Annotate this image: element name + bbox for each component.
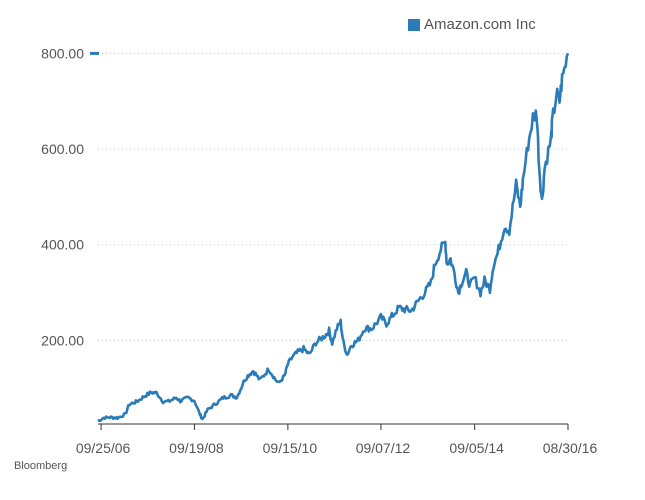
legend-label: Amazon.com Inc [424, 16, 536, 33]
x-axis-ticks: 09/25/06 09/19/08 09/15/10 09/07/12 09/05/14… [76, 424, 598, 456]
x-tick-label: 09/25/06 [76, 440, 131, 456]
x-tick-label: 09/07/12 [356, 440, 411, 456]
legend: Amazon.com Inc [408, 16, 536, 33]
series-line [97, 52, 570, 423]
y-tick-label: 200.00 [41, 332, 84, 348]
legend-swatch [408, 18, 420, 31]
source-label: Bloomberg [14, 460, 68, 472]
y-tick-label: 400.00 [41, 237, 84, 253]
y-axis-ticks: 200.00 400.00 600.00 800.00 [41, 45, 84, 348]
grid-lines [98, 52, 568, 341]
x-tick-label: 09/19/08 [169, 440, 224, 456]
y-tick-label: 800.00 [41, 45, 84, 61]
x-tick-label: 09/15/10 [263, 440, 318, 456]
y-tick-label: 600.00 [41, 141, 84, 157]
x-tick-label: 08/30/16 [543, 440, 598, 456]
last-value-marker [90, 51, 99, 55]
series-layer [90, 51, 570, 423]
x-tick-label: 09/05/14 [449, 440, 504, 456]
